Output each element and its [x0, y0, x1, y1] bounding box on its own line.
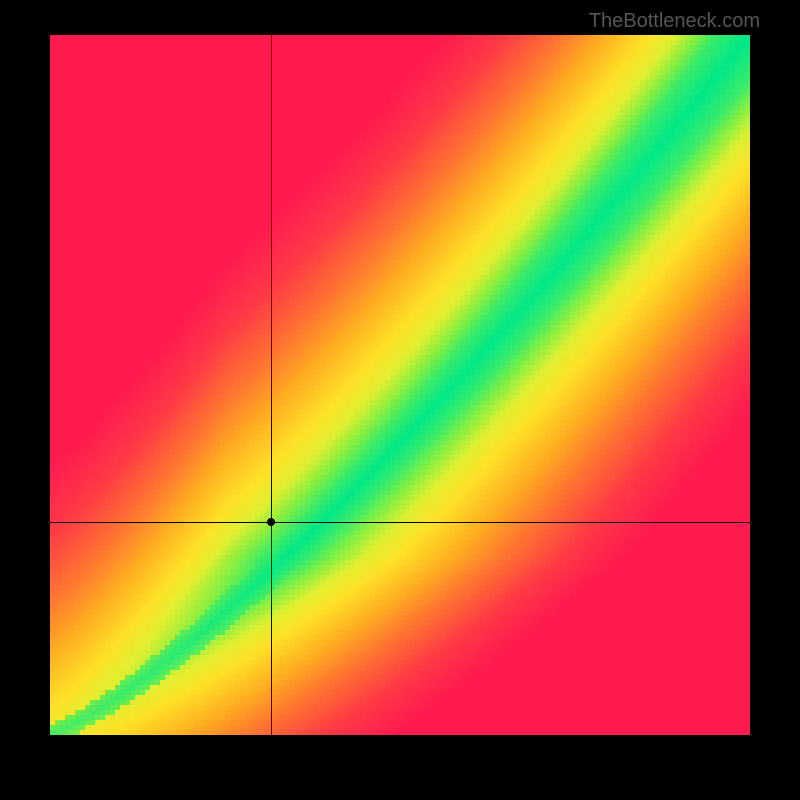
crosshair-vertical: [271, 35, 272, 735]
watermark-text: TheBottleneck.com: [589, 10, 760, 33]
heatmap-plot: [50, 35, 750, 735]
crosshair-marker: [267, 518, 275, 526]
crosshair-horizontal: [50, 522, 750, 523]
heatmap-canvas: [50, 35, 750, 735]
